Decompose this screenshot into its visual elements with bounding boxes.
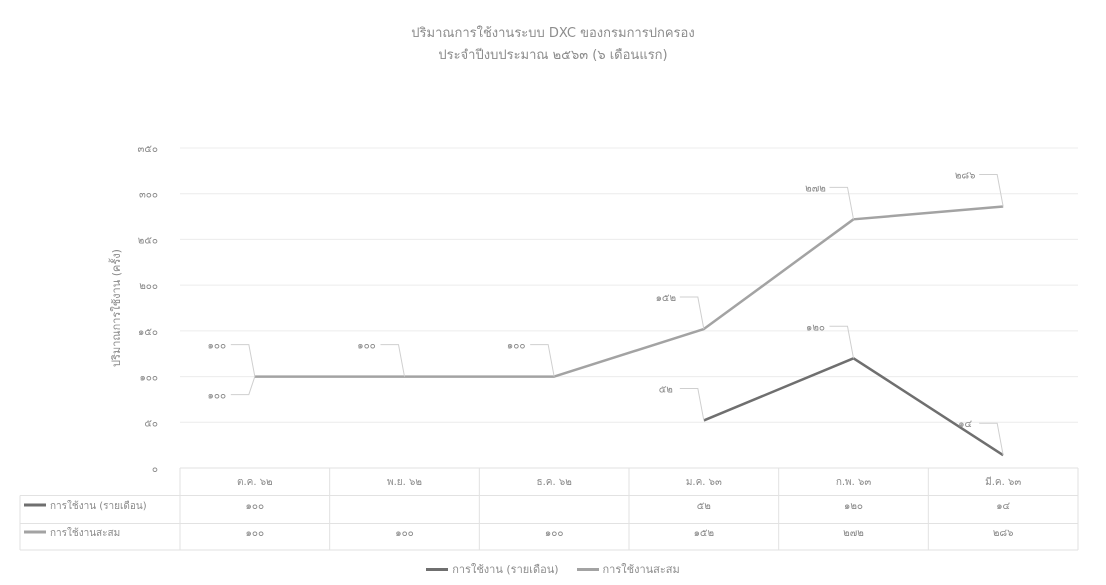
y-axis-title: ปริมาณการใช้งาน (ครั้ง) — [108, 249, 123, 367]
legend-item-cumulative: การใช้งานสะสม — [577, 560, 680, 578]
table-cell: ๑๐๐ — [246, 528, 265, 539]
table-cell: ๑๔ — [996, 501, 1010, 512]
series-line-monthly — [704, 358, 1003, 455]
y-tick-label: ๑๕๐ — [138, 327, 158, 338]
legend: การใช้งาน (รายเดือน) การใช้งานสะสม — [0, 560, 1106, 578]
y-tick-label: ๒๐๐ — [139, 281, 158, 292]
legend-label-cumulative: การใช้งานสะสม — [603, 560, 680, 578]
data-label-leader — [979, 175, 1003, 207]
data-label-leader — [530, 345, 554, 377]
data-label-monthly: ๑๒๐ — [806, 322, 825, 333]
data-label-leader — [381, 345, 405, 377]
x-tick-label: มี.ค. ๖๓ — [985, 476, 1021, 488]
data-label-leader — [680, 297, 704, 329]
table-cell: ๑๐๐ — [246, 501, 265, 512]
x-tick-label: ต.ค. ๖๒ — [237, 477, 273, 488]
table-row-header: การใช้งาน (รายเดือน) — [50, 500, 147, 512]
y-tick-label: ๓๕๐ — [137, 144, 158, 155]
data-label-leader — [231, 377, 255, 395]
x-tick-label: พ.ย. ๖๒ — [387, 477, 422, 488]
table-cell: ๑๕๒ — [694, 528, 715, 539]
table-cell: ๑๐๐ — [545, 528, 564, 539]
data-label-leader — [231, 345, 255, 377]
legend-swatch-monthly — [426, 568, 448, 571]
data-label-cumulative: ๑๐๐ — [357, 341, 376, 352]
legend-swatch-cumulative — [577, 568, 599, 571]
table-cell: ๕๒ — [697, 501, 711, 512]
legend-item-monthly: การใช้งาน (รายเดือน) — [426, 560, 558, 578]
legend-label-monthly: การใช้งาน (รายเดือน) — [452, 560, 558, 578]
data-label-leader — [979, 423, 1003, 455]
table-row-header: การใช้งานสะสม — [50, 527, 120, 539]
data-label-leader — [680, 388, 704, 420]
table-cell: ๒๗๒ — [843, 528, 864, 539]
y-tick-label: ๓๐๐ — [139, 190, 158, 201]
table-cell: ๑๐๐ — [395, 528, 414, 539]
x-tick-label: ม.ค. ๖๓ — [686, 477, 722, 488]
data-label-cumulative: ๑๕๒ — [656, 293, 677, 304]
y-tick-label: ๒๕๐ — [138, 235, 158, 246]
table-cell: ๒๘๖ — [993, 528, 1014, 539]
y-tick-label: ๕๐ — [144, 418, 158, 429]
data-label-cumulative: ๒๘๖ — [955, 171, 976, 182]
data-label-cumulative: ๑๐๐ — [507, 341, 526, 352]
data-label-monthly: ๑๔ — [958, 419, 972, 430]
data-label-cumulative: ๑๐๐ — [208, 341, 227, 352]
data-label-cumulative: ๒๗๒ — [805, 183, 826, 194]
table-cell: ๑๒๐ — [844, 501, 863, 512]
data-label-monthly: ๑๐๐ — [208, 391, 227, 402]
x-tick-label: ธ.ค. ๖๒ — [537, 477, 572, 488]
x-tick-label: ก.พ. ๖๓ — [836, 477, 872, 488]
data-label-monthly: ๕๒ — [659, 384, 673, 395]
y-tick-label: ๑๐๐ — [139, 373, 158, 384]
data-label-leader — [830, 187, 854, 219]
y-tick-label: ๐ — [152, 464, 158, 475]
